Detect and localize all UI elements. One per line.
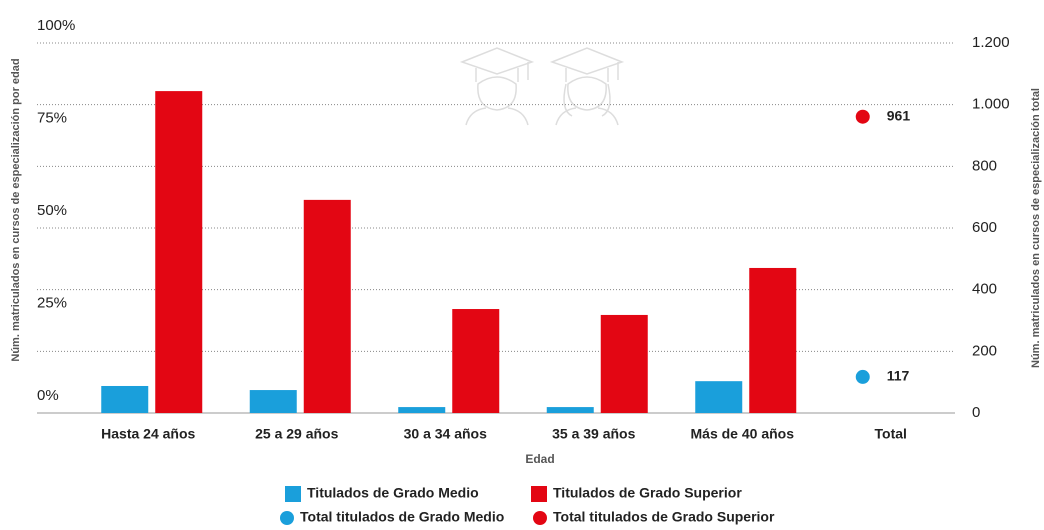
bar [546, 407, 594, 413]
y-tick-label: 0% [37, 387, 59, 404]
x-tick-label: Total [875, 426, 907, 442]
bar [303, 199, 351, 413]
y-tick-label: 50% [37, 202, 67, 219]
y2-tick-label: 1.000 [972, 96, 1010, 113]
legend-marker [280, 511, 294, 525]
y2-tick-label: 800 [972, 157, 997, 174]
x-tick-label: Hasta 24 años [101, 426, 195, 442]
bar [155, 91, 203, 413]
y-tick-label: 25% [37, 294, 67, 311]
bar [101, 385, 149, 413]
x-tick-label: Más de 40 años [691, 426, 795, 442]
bar [398, 407, 446, 413]
legend-marker [285, 486, 301, 502]
graduate-icons [459, 47, 625, 126]
y-tick-label: 75% [37, 109, 67, 126]
legend-label: Total titulados de Grado Superior [553, 509, 775, 525]
x-tick-label: 25 a 29 años [255, 426, 338, 442]
data-label: 117 [887, 368, 910, 384]
y2-tick-label: 200 [972, 342, 997, 359]
legend-label: Titulados de Grado Medio [307, 485, 479, 501]
bar [749, 267, 797, 413]
legend-marker [533, 511, 547, 525]
dot [855, 369, 870, 384]
y-tick-label: 100% [37, 17, 75, 34]
y2-tick-label: 1.200 [972, 34, 1010, 51]
y2-tick-label: 400 [972, 281, 997, 298]
y2-axis-title: Núm. matriculados en cursos de especiali… [1030, 88, 1042, 368]
y2-tick-label: 600 [972, 219, 997, 236]
bar [452, 309, 500, 413]
y-axis-title: Núm. matriculados en cursos de especiali… [10, 58, 22, 361]
dot [855, 109, 870, 124]
bar [249, 390, 297, 413]
bar [600, 314, 648, 413]
legend-label: Titulados de Grado Superior [553, 485, 742, 501]
data-label: 961 [887, 107, 911, 123]
legend-marker [531, 486, 547, 502]
x-tick-label: 35 a 39 años [552, 426, 635, 442]
x-tick-label: 30 a 34 años [404, 426, 487, 442]
y2-tick-label: 0 [972, 404, 980, 421]
bar [695, 381, 743, 413]
legend-label: Total titulados de Grado Medio [300, 509, 504, 525]
x-axis-title: Edad [525, 452, 554, 466]
